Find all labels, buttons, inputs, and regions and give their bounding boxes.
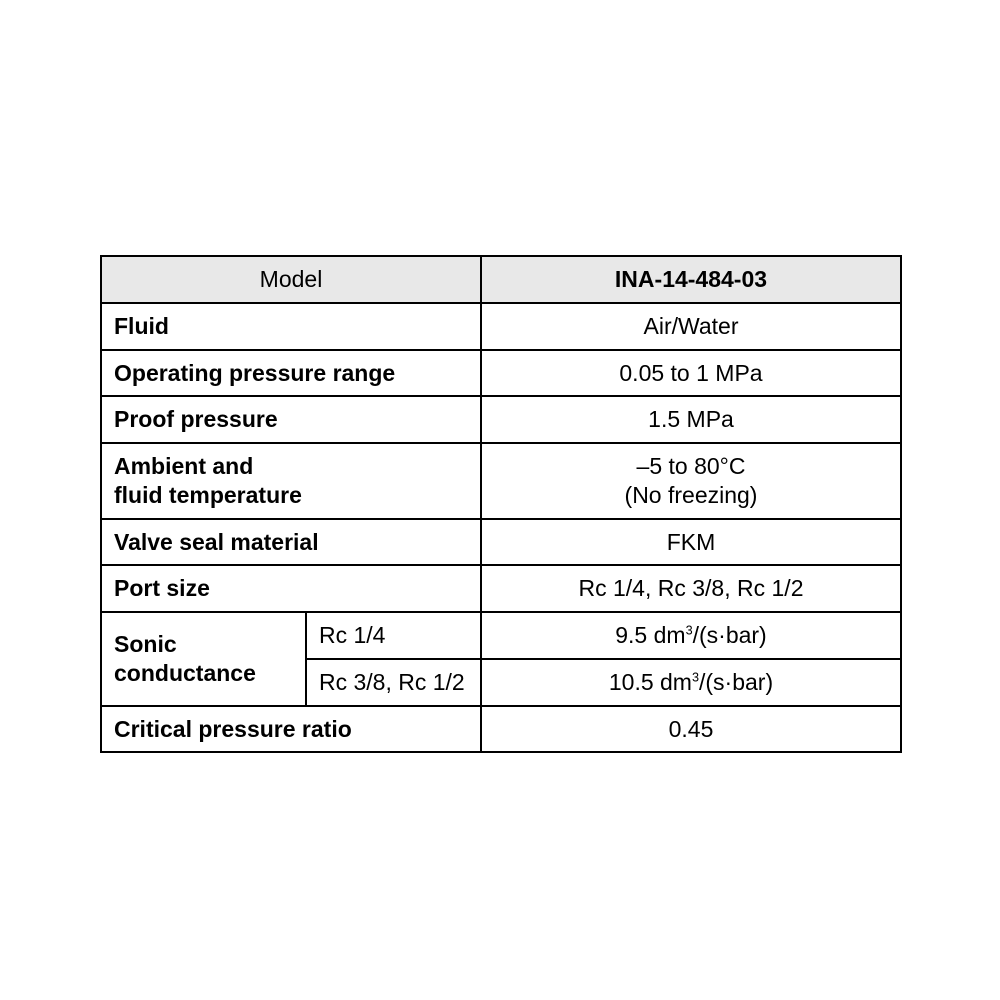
table-row: Fluid Air/Water	[101, 303, 901, 350]
spec-table: Model INA-14-484-03 Fluid Air/Water Oper…	[100, 255, 902, 753]
row-label-sonic-l2: conductance	[114, 660, 256, 686]
row-label-fluid: Fluid	[101, 303, 481, 350]
sonic2-sup: 3	[692, 670, 699, 684]
row-value-sonic-1: 9.5 dm3/(s·bar)	[481, 612, 901, 659]
row-sublabel-sonic-1: Rc 1/4	[306, 612, 481, 659]
row-label-sonic-l1: Sonic	[114, 631, 177, 657]
sonic2-post: /(s·bar)	[699, 669, 773, 695]
row-label-temp: Ambient and fluid temperature	[101, 443, 481, 519]
row-label-crit: Critical pressure ratio	[101, 706, 481, 753]
row-value-temp-l1: –5 to 80°C	[637, 453, 746, 479]
row-value-seal: FKM	[481, 519, 901, 566]
row-value-op-range: 0.05 to 1 MPa	[481, 350, 901, 397]
row-value-temp: –5 to 80°C (No freezing)	[481, 443, 901, 519]
sonic1-pre: 9.5 dm	[615, 622, 685, 648]
sonic1-sup: 3	[686, 623, 693, 637]
table-row: Model INA-14-484-03	[101, 256, 901, 303]
table-row: Ambient and fluid temperature –5 to 80°C…	[101, 443, 901, 519]
row-label-seal: Valve seal material	[101, 519, 481, 566]
row-value-sonic-2: 10.5 dm3/(s·bar)	[481, 659, 901, 706]
row-value-port: Rc 1/4, Rc 3/8, Rc 1/2	[481, 565, 901, 612]
row-label-temp-l2: fluid temperature	[114, 482, 302, 508]
table-row: Sonic conductance Rc 1/4 9.5 dm3/(s·bar)	[101, 612, 901, 659]
row-sublabel-sonic-2: Rc 3/8, Rc 1/2	[306, 659, 481, 706]
row-value-crit: 0.45	[481, 706, 901, 753]
table-row: Port size Rc 1/4, Rc 3/8, Rc 1/2	[101, 565, 901, 612]
table-row: Valve seal material FKM	[101, 519, 901, 566]
row-label-port: Port size	[101, 565, 481, 612]
row-label-sonic: Sonic conductance	[101, 612, 306, 706]
sonic1-post: /(s·bar)	[693, 622, 767, 648]
row-value-proof: 1.5 MPa	[481, 396, 901, 443]
row-value-fluid: Air/Water	[481, 303, 901, 350]
table-row: Critical pressure ratio 0.45	[101, 706, 901, 753]
sonic2-pre: 10.5 dm	[609, 669, 692, 695]
table-row: Proof pressure 1.5 MPa	[101, 396, 901, 443]
row-label-op-range: Operating pressure range	[101, 350, 481, 397]
model-value: INA-14-484-03	[481, 256, 901, 303]
row-label-temp-l1: Ambient and	[114, 453, 253, 479]
model-label: Model	[101, 256, 481, 303]
row-label-proof: Proof pressure	[101, 396, 481, 443]
row-value-temp-l2: (No freezing)	[625, 482, 758, 508]
table-row: Operating pressure range 0.05 to 1 MPa	[101, 350, 901, 397]
